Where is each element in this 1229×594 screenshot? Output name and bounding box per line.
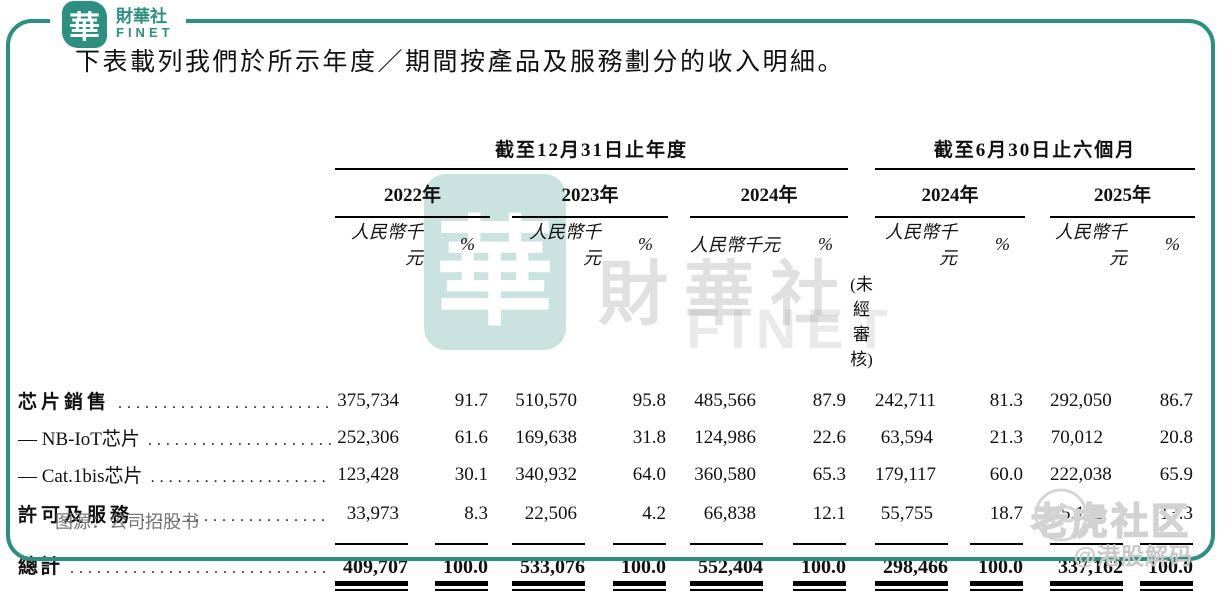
watermark-seal-icon: 華 [424, 174, 566, 350]
unit-amount: 人民幣千元 [1055, 222, 1128, 268]
amount-cell: 340,932 [515, 463, 577, 485]
percent-cell: 87.9 [812, 389, 847, 411]
percent-cell: 30.1 [454, 463, 488, 485]
table-row: — Cat.1bis芯片 123,428 30.1 340,932 64.0 3… [18, 456, 1195, 493]
watermark-community: 老虎社区 [1030, 500, 1191, 543]
percent-cell: 65.3 [812, 463, 847, 485]
percent-cell: 95.8 [632, 389, 666, 411]
amount-cell: 63,594 [880, 426, 934, 448]
table-row: — NB-IoT芯片 252,306 61.6 169,638 31.8 124… [18, 419, 1195, 456]
unit-percent: % [460, 233, 475, 254]
amount-cell: 375,734 [337, 389, 399, 411]
seal-character: 華 [69, 9, 100, 45]
total-percent: 100.0 [970, 542, 1024, 591]
watermark-seal-character: 華 [435, 208, 554, 340]
watermark-brand-cn: 財華社 [598, 255, 856, 333]
percent-cell: 81.3 [989, 389, 1024, 411]
percent-cell: 13.3 [1159, 502, 1194, 524]
total-amount: 533,076 [512, 542, 585, 591]
percent-cell: 86.7 [1159, 389, 1194, 411]
percent-cell: 18.7 [989, 502, 1024, 524]
amount-cell: 292,050 [1050, 389, 1112, 411]
amount-cell: 169,638 [515, 426, 577, 448]
watermark-brand-en: FINET [686, 297, 898, 360]
amount-cell: 70,012 [1050, 426, 1104, 448]
amount-cell: 242,711 [875, 389, 937, 411]
total-amount: 552,404 [690, 542, 763, 591]
percent-cell: 8.3 [464, 502, 488, 524]
percent-cell: 61.6 [454, 426, 488, 448]
total-label: 總計 [18, 555, 62, 578]
amount-cell: 360,580 [694, 463, 756, 485]
amount-cell: 510,570 [515, 389, 577, 411]
unaudited-row: (未經審核) [18, 270, 1195, 370]
row-label: 芯片銷售 [18, 392, 111, 413]
percent-cell: 91.7 [454, 389, 488, 411]
amount-cell: 55,755 [880, 502, 934, 524]
percent-cell: 65.9 [1159, 463, 1194, 485]
dot-leader [118, 395, 331, 413]
percent-cell: 4.2 [642, 502, 666, 524]
amount-cell: 123,428 [337, 463, 399, 485]
year-2025-interim: 2025年 [1050, 169, 1196, 218]
total-percent: 100.0 [435, 542, 488, 591]
group-header-row: 截至12月31日止年度 截至6月30日止六個月 [18, 122, 1196, 170]
year-2023: 2023年 [512, 169, 668, 218]
brand-name-en: FINET [116, 25, 174, 41]
percent-cell: 64.0 [632, 463, 666, 485]
unit-amount: 人民幣千元 [351, 222, 423, 268]
amount-cell: 22,506 [524, 502, 577, 524]
amount-cell: 33,973 [346, 502, 399, 524]
dot-leader [70, 560, 331, 578]
total-percent: 100.0 [793, 542, 847, 591]
unit-percent: % [818, 233, 834, 254]
amount-cell: 222,038 [1050, 463, 1112, 485]
amount-cell: 66,838 [703, 502, 756, 524]
percent-cell: 21.3 [989, 426, 1024, 448]
tiger-community-icon [1033, 487, 1089, 548]
row-label: — NB-IoT芯片 [18, 429, 140, 450]
amount-cell: 179,117 [875, 463, 937, 485]
percent-cell: 60.0 [989, 463, 1024, 485]
row-label: — Cat.1bis芯片 [18, 466, 143, 487]
year-2024-interim: 2024年 [875, 169, 1026, 218]
table-row: 許可及服務 33,973 8.3 22,506 4.2 66,838 12.1 … [18, 493, 1195, 534]
total-amount: 409,707 [335, 542, 408, 591]
finet-logo: 華 財華社 FINET [50, 0, 186, 49]
total-percent: 100.0 [613, 542, 666, 591]
table-row: 芯片銷售 375,734 91.7 510,570 95.8 485,566 8… [18, 382, 1195, 419]
source-note: 图源：公司招股书 [55, 512, 199, 532]
row-label: 許可及服務 [18, 505, 134, 526]
group-header-interim: 截至6月30日止六個月 [875, 122, 1196, 170]
dot-leader [151, 469, 331, 487]
brand-name-cn: 財華社 [116, 7, 167, 27]
unit-percent: % [1165, 233, 1181, 254]
unit-amount: 人民幣千元 [529, 222, 601, 268]
total-row: 總計 409,707 100.0 533,076 100.0 552,404 1… [18, 534, 1195, 594]
amount-cell: 252,306 [337, 426, 399, 448]
percent-cell: 20.8 [1159, 426, 1194, 448]
page-title: 下表載列我們於所示年度／期間按產品及服務劃分的收入明細。 [75, 49, 846, 76]
unit-percent: % [638, 233, 653, 254]
percent-cell: 12.1 [812, 502, 847, 524]
percent-cell: 31.8 [632, 426, 666, 448]
percent-cell: 22.6 [812, 426, 847, 448]
amount-cell: 124,986 [694, 426, 756, 448]
year-header-row: 2022年 2023年 2024年 2024年 2025年 [18, 169, 1196, 218]
unit-amount: 人民幣千元 [885, 222, 958, 268]
group-header-annual: 截至12月31日止年度 [335, 122, 849, 170]
unaudited-note: (未經審核) [850, 275, 873, 369]
watermark-handle: @港股解码 [1073, 543, 1193, 569]
unit-amount: 人民幣千元 [690, 235, 780, 255]
total-amount: 298,466 [875, 542, 949, 591]
amount-cell: 485,566 [694, 389, 756, 411]
brand-text: 財華社 FINET [116, 8, 174, 39]
unit-percent: % [995, 233, 1011, 254]
year-2022: 2022年 [335, 169, 490, 218]
dot-leader [148, 432, 331, 450]
finet-seal-icon: 華 [62, 0, 107, 48]
unit-header-row: 人民幣千元 % 人民幣千元 % 人民幣千元 % 人民幣千元 % 人民幣千元 % [18, 217, 1195, 270]
year-2024: 2024年 [690, 169, 849, 218]
